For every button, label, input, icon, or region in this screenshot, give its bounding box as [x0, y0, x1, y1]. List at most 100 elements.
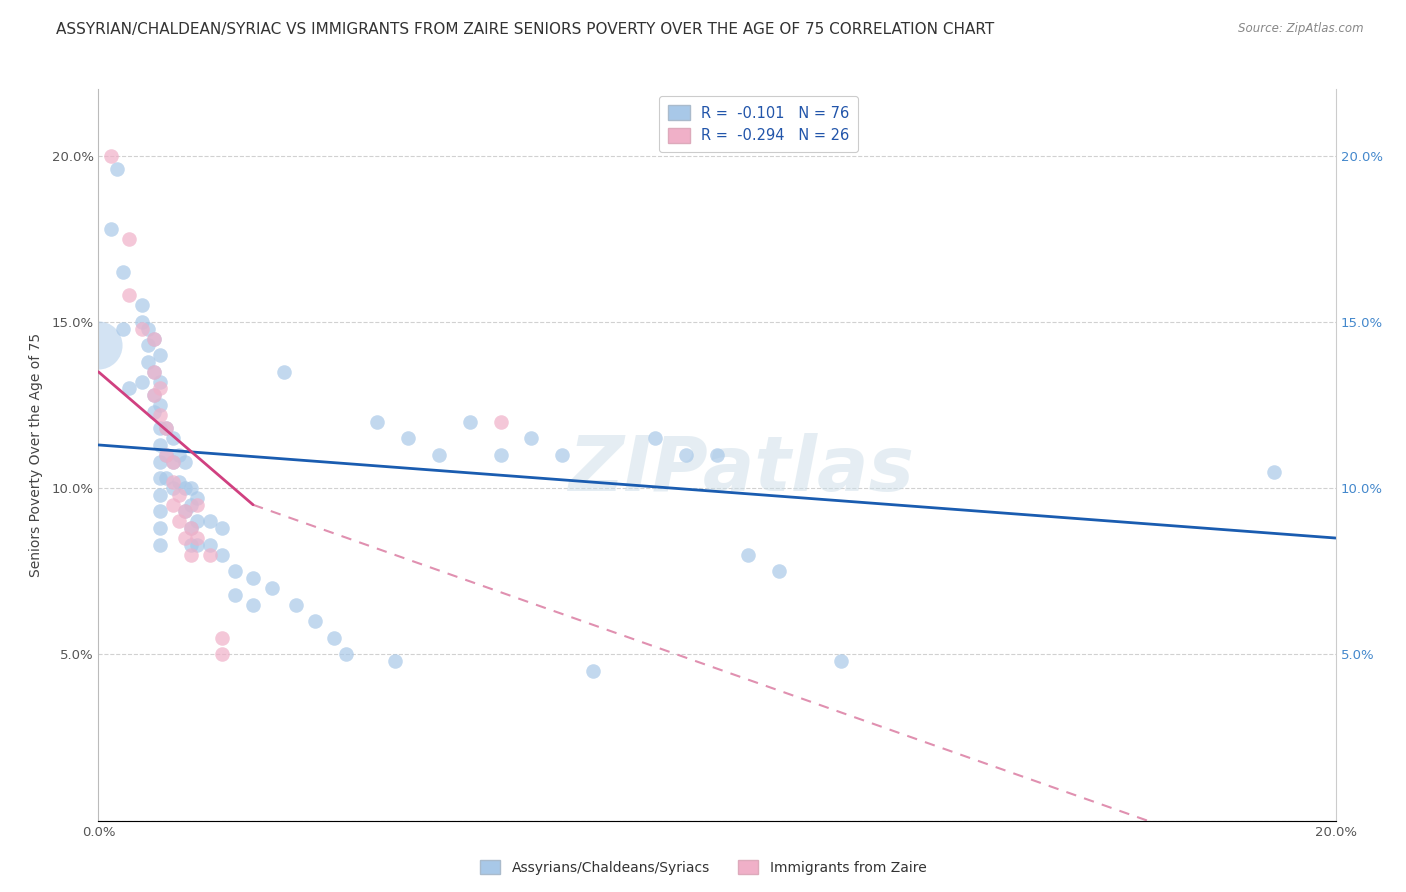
Point: [174, 504, 197, 518]
Point: [322, 631, 344, 645]
Point: [224, 588, 246, 602]
Point: [384, 654, 406, 668]
Point: [242, 571, 264, 585]
Point: [162, 475, 184, 489]
Point: [180, 548, 202, 562]
Point: [143, 332, 166, 346]
Point: [1263, 465, 1285, 479]
Point: [87, 338, 110, 352]
Point: [149, 398, 172, 412]
Point: [458, 415, 481, 429]
Point: [162, 454, 184, 468]
Point: [143, 332, 166, 346]
Point: [174, 454, 197, 468]
Point: [489, 415, 512, 429]
Point: [149, 375, 172, 389]
Text: ASSYRIAN/CHALDEAN/SYRIAC VS IMMIGRANTS FROM ZAIRE SENIORS POVERTY OVER THE AGE O: ASSYRIAN/CHALDEAN/SYRIAC VS IMMIGRANTS F…: [56, 22, 994, 37]
Point: [186, 515, 208, 529]
Point: [136, 321, 159, 335]
Point: [174, 504, 197, 518]
Point: [149, 381, 172, 395]
Point: [149, 488, 172, 502]
Point: [105, 161, 128, 176]
Point: [131, 315, 153, 329]
Point: [162, 481, 184, 495]
Point: [186, 531, 208, 545]
Point: [143, 388, 166, 402]
Point: [131, 375, 153, 389]
Point: [198, 515, 221, 529]
Point: [335, 648, 357, 662]
Point: [427, 448, 450, 462]
Point: [155, 448, 177, 462]
Point: [167, 515, 190, 529]
Point: [149, 471, 172, 485]
Point: [118, 381, 141, 395]
Point: [136, 338, 159, 352]
Point: [224, 564, 246, 578]
Point: [180, 521, 202, 535]
Point: [131, 298, 153, 312]
Point: [180, 538, 202, 552]
Point: [143, 365, 166, 379]
Point: [149, 504, 172, 518]
Point: [180, 521, 202, 535]
Point: [211, 521, 233, 535]
Point: [149, 538, 172, 552]
Point: [242, 598, 264, 612]
Point: [143, 388, 166, 402]
Point: [737, 548, 759, 562]
Point: [211, 631, 233, 645]
Point: [112, 321, 135, 335]
Point: [211, 548, 233, 562]
Point: [520, 431, 543, 445]
Legend: Assyrians/Chaldeans/Syriacs, Immigrants from Zaire: Assyrians/Chaldeans/Syriacs, Immigrants …: [474, 855, 932, 880]
Point: [830, 654, 852, 668]
Point: [198, 538, 221, 552]
Point: [198, 548, 221, 562]
Point: [162, 454, 184, 468]
Point: [100, 149, 122, 163]
Point: [396, 431, 419, 445]
Point: [162, 431, 184, 445]
Point: [118, 232, 141, 246]
Point: [174, 531, 197, 545]
Point: [131, 321, 153, 335]
Point: [149, 454, 172, 468]
Point: [149, 348, 172, 362]
Point: [273, 365, 295, 379]
Point: [149, 438, 172, 452]
Point: [167, 448, 190, 462]
Point: [167, 475, 190, 489]
Y-axis label: Seniors Poverty Over the Age of 75: Seniors Poverty Over the Age of 75: [30, 333, 44, 577]
Point: [149, 421, 172, 435]
Point: [644, 431, 666, 445]
Point: [155, 471, 177, 485]
Point: [155, 448, 177, 462]
Point: [155, 421, 177, 435]
Point: [112, 265, 135, 279]
Point: [304, 614, 326, 628]
Point: [582, 664, 605, 678]
Point: [186, 498, 208, 512]
Point: [285, 598, 308, 612]
Point: [162, 498, 184, 512]
Point: [675, 448, 697, 462]
Point: [155, 421, 177, 435]
Point: [260, 581, 283, 595]
Text: ZIPatlas: ZIPatlas: [569, 433, 915, 507]
Text: Source: ZipAtlas.com: Source: ZipAtlas.com: [1239, 22, 1364, 36]
Point: [186, 538, 208, 552]
Point: [118, 288, 141, 302]
Point: [180, 498, 202, 512]
Point: [180, 481, 202, 495]
Point: [551, 448, 574, 462]
Point: [174, 481, 197, 495]
Point: [136, 355, 159, 369]
Point: [143, 365, 166, 379]
Legend: R =  -0.101   N = 76, R =  -0.294   N = 26: R = -0.101 N = 76, R = -0.294 N = 26: [659, 96, 858, 152]
Point: [186, 491, 208, 505]
Point: [366, 415, 388, 429]
Point: [211, 648, 233, 662]
Point: [706, 448, 728, 462]
